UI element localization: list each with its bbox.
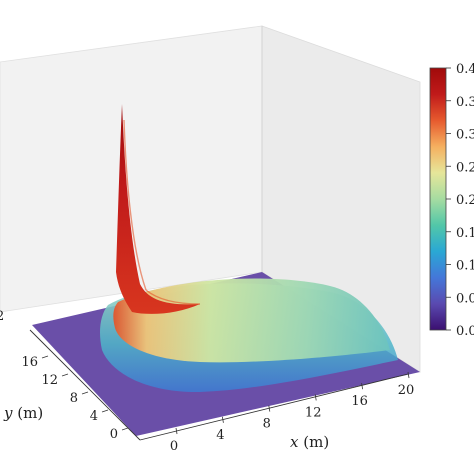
x-tick-mark <box>361 383 363 390</box>
colorbar-tick-label: 0.0 <box>456 291 474 306</box>
colorbar-tick-label: 0.1 <box>456 259 474 274</box>
y-tick-mark <box>121 427 129 431</box>
colorbar-tick-label: 0.2 <box>456 193 474 208</box>
y-tick-mark <box>61 373 69 377</box>
x-tick-label: 0 <box>170 439 178 454</box>
plume-surface <box>113 278 390 363</box>
x-tick-label: 16 <box>351 394 368 409</box>
y-tick-label: 12 <box>41 373 58 388</box>
y-tick-mark <box>101 409 109 413</box>
spike-front-highlight <box>123 119 201 305</box>
colorbar-tick-label: 0.1 <box>456 226 474 241</box>
y-tick-mark <box>81 391 89 395</box>
y-tick-label-partial: 2 <box>0 309 4 324</box>
colorbar-tick-label: 0.3 <box>456 128 474 143</box>
x-tick-mark <box>222 416 224 423</box>
y-tick-label: 0 <box>110 427 118 442</box>
x-axis-label: x (m) <box>290 433 329 451</box>
colorbar <box>429 67 447 331</box>
x-tick-label: 20 <box>398 383 415 398</box>
x-ticks: 0 4 8 12 16 20 <box>170 371 415 454</box>
y-tick-label: 4 <box>90 409 98 424</box>
colorbar-tick-label: 0.4 <box>456 62 474 77</box>
y-tick-label: 16 <box>21 355 38 370</box>
y-tick-mark <box>41 355 49 359</box>
y-axis-label: y (m) <box>3 404 43 422</box>
x-tick-mark <box>175 427 178 435</box>
colorbar-tick-label: 0.3 <box>456 95 474 110</box>
x-tick-mark <box>268 405 271 412</box>
y-tick-label: 8 <box>70 391 78 406</box>
colorbar-ticks: 0.4 0.3 0.3 0.2 0.2 0.1 0.1 0.0 0.0 <box>446 62 474 339</box>
colorbar-tick-label: 0.0 <box>456 324 474 339</box>
x-tick-label: 8 <box>263 417 271 432</box>
y-axis-line <box>29 329 141 441</box>
source-spike <box>116 104 200 314</box>
x-tick-label: 4 <box>216 428 224 443</box>
x-tick-mark <box>407 371 410 379</box>
x-tick-label: 12 <box>305 405 322 420</box>
colorbar-tick-label: 0.2 <box>456 160 474 175</box>
x-axis-line <box>139 373 409 441</box>
x-tick-mark <box>314 394 317 401</box>
